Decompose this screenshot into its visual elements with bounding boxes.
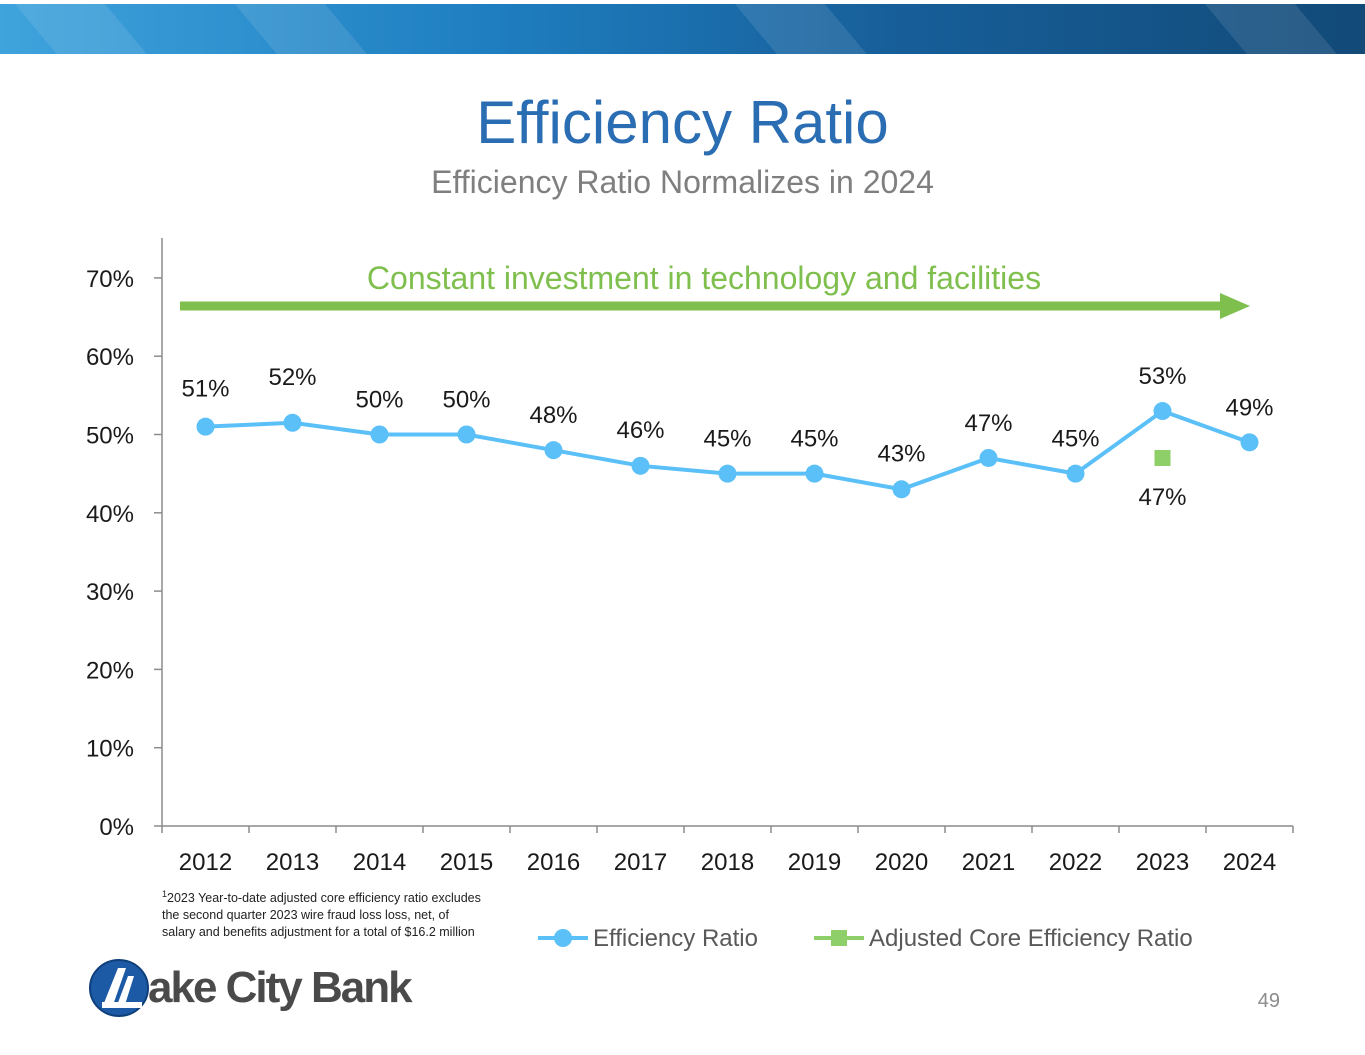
x-tick-label: 2021 <box>962 849 1015 876</box>
efficiency-ratio-point <box>631 456 650 475</box>
investment-annotation: Constant investment in technology and fa… <box>367 260 1041 296</box>
legend-adjusted-marker <box>831 930 847 946</box>
efficiency-ratio-data-label: 49% <box>1225 394 1273 421</box>
slide-subtitle: Efficiency Ratio Normalizes in 2024 <box>431 164 934 200</box>
x-tick-label: 2018 <box>701 849 754 876</box>
header-banner <box>0 4 1365 54</box>
efficiency-ratio-data-label: 46% <box>616 417 664 444</box>
efficiency-ratio-point <box>1240 433 1259 452</box>
x-tick-label: 2023 <box>1136 849 1189 876</box>
efficiency-ratio-point <box>979 448 998 467</box>
y-tick-label: 70% <box>86 266 134 293</box>
x-tick-label: 2014 <box>353 849 406 876</box>
efficiency-ratio-data-label: 47% <box>964 410 1012 437</box>
efficiency-ratio-data-label: 45% <box>703 426 751 453</box>
efficiency-ratio-data-label: 45% <box>790 426 838 453</box>
x-tick-label: 2013 <box>266 849 319 876</box>
x-tick-label: 2019 <box>788 849 841 876</box>
efficiency-ratio-point <box>805 464 824 483</box>
x-tick-label: 2020 <box>875 849 928 876</box>
footnote-text: 2023 Year-to-date adjusted core efficien… <box>162 891 481 940</box>
adjusted-core-data-label: 47% <box>1138 484 1186 511</box>
legend-adjusted-label: Adjusted Core Efficiency Ratio <box>869 925 1193 952</box>
efficiency-ratio-point <box>283 413 302 432</box>
efficiency-ratio-point <box>1153 402 1172 421</box>
page-number: 49 <box>1257 990 1280 1012</box>
efficiency-ratio-data-label: 52% <box>268 364 316 391</box>
x-tick-label: 2016 <box>527 849 580 876</box>
x-tick-label: 2017 <box>614 849 667 876</box>
efficiency-ratio-data-label: 53% <box>1138 363 1186 390</box>
footnote-marker: 1 <box>162 889 168 899</box>
efficiency-ratio-point <box>892 480 911 499</box>
y-tick-label: 10% <box>86 736 134 763</box>
footnote: 12023 Year-to-date adjusted core efficie… <box>162 886 482 941</box>
efficiency-ratio-point <box>718 464 737 483</box>
efficiency-ratio-data-label: 50% <box>355 387 403 414</box>
y-tick-label: 60% <box>86 344 134 371</box>
efficiency-ratio-data-label: 43% <box>877 440 925 467</box>
efficiency-ratio-point <box>370 425 389 444</box>
investment-arrow-head <box>1220 293 1250 319</box>
efficiency-ratio-point <box>196 417 215 436</box>
efficiency-ratio-point <box>544 441 563 460</box>
slide-title: Efficiency Ratio <box>476 89 889 156</box>
y-tick-label: 20% <box>86 657 134 684</box>
y-tick-label: 40% <box>86 501 134 528</box>
x-tick-label: 2012 <box>179 849 232 876</box>
lake-city-bank-logo: ake City Bank <box>88 956 413 1020</box>
efficiency-ratio-point <box>1066 464 1085 483</box>
x-tick-label: 2015 <box>440 849 493 876</box>
efficiency-ratio-data-label: 51% <box>181 376 229 403</box>
efficiency-ratio-data-label: 45% <box>1051 426 1099 453</box>
legend-efficiency-marker <box>554 929 572 947</box>
y-tick-label: 50% <box>86 423 134 450</box>
efficiency-ratio-data-label: 50% <box>442 387 490 414</box>
efficiency-ratio-point <box>457 425 476 444</box>
legend-efficiency-label: Efficiency Ratio <box>593 925 758 952</box>
efficiency-ratio-data-label: 48% <box>529 402 577 429</box>
y-tick-label: 0% <box>99 814 134 841</box>
x-tick-label: 2022 <box>1049 849 1102 876</box>
x-tick-label: 2024 <box>1223 849 1276 876</box>
y-tick-label: 30% <box>86 579 134 606</box>
bank-logo-icon <box>89 959 149 1017</box>
adjusted-core-point <box>1154 449 1171 466</box>
logo-text: ake City Bank <box>148 963 413 1012</box>
